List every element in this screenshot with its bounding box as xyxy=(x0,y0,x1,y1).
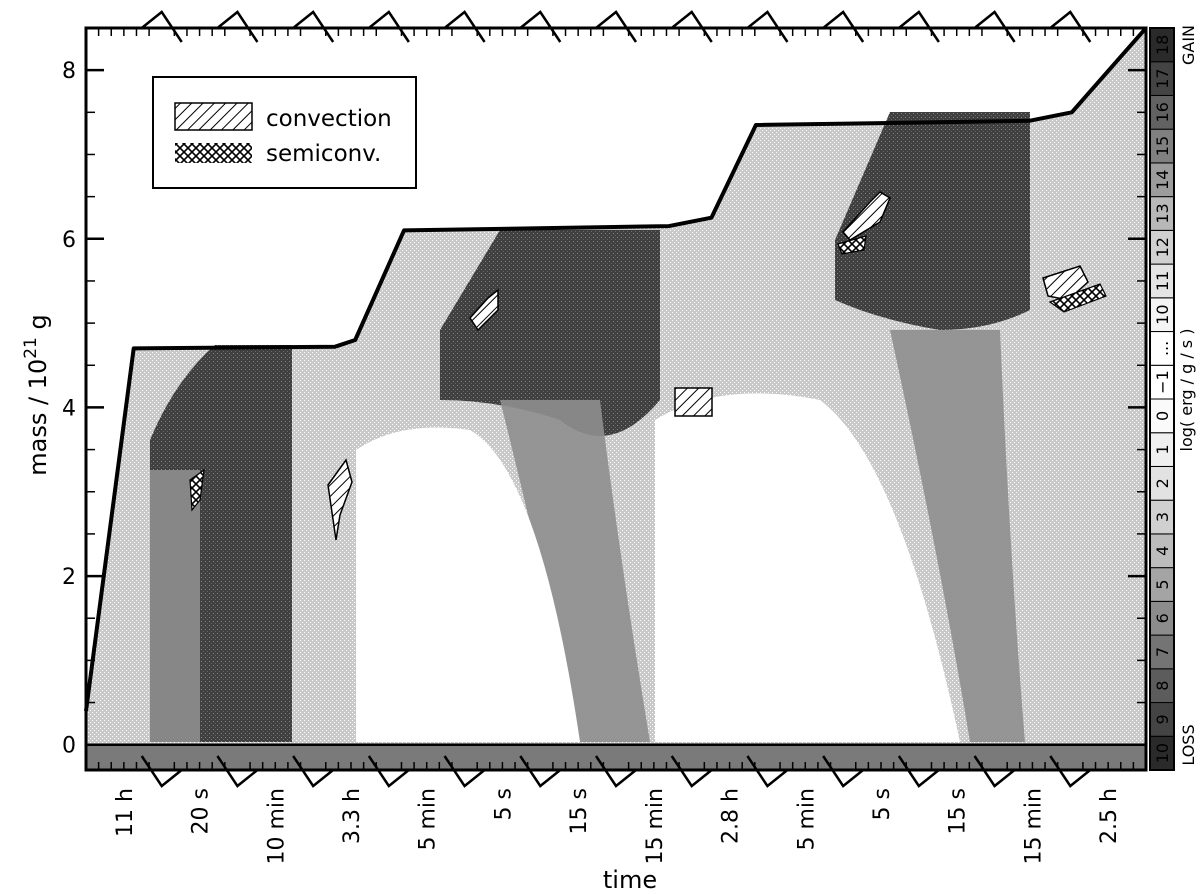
heatmap-cool-region xyxy=(655,393,960,742)
convection-zones xyxy=(189,191,1107,541)
colorbar-level-label: 7 xyxy=(1153,647,1172,657)
legend: convection semiconv. xyxy=(152,76,417,189)
colorbar-level-label: 17 xyxy=(1153,68,1172,88)
convection-zone xyxy=(674,387,713,417)
x-axis-segment-labels: 11 h 20 s 10 min 3.3 h 5 min 5 s 15 s 15 min 2.8… xyxy=(113,788,1122,864)
colorbar-frame xyxy=(1149,27,1175,771)
heatmap-cool-region xyxy=(356,427,580,742)
heatmap-plume xyxy=(500,400,650,742)
colorbar-level-label: 11 xyxy=(1153,271,1172,291)
convection-zone xyxy=(327,458,353,541)
colorbar-level-label: 0 xyxy=(1153,411,1172,421)
colorbar-level-label: 5 xyxy=(1153,579,1172,589)
colorbar-level-label: 14 xyxy=(1153,170,1172,190)
y-tick-label: 0 xyxy=(62,734,76,759)
heatmap-plume xyxy=(890,330,1025,742)
x-segment-label: 15 min xyxy=(643,788,668,864)
colorbar-level-label: −1 xyxy=(1153,370,1172,394)
y-tick-label: 4 xyxy=(62,396,76,421)
semiconvection-zone xyxy=(837,235,867,255)
colorbar-level-label: 18 xyxy=(1153,35,1172,55)
colorbar-level-label: 2 xyxy=(1153,478,1172,488)
x-segment-label: 3.3 h xyxy=(340,788,365,844)
y-tick-label: 6 xyxy=(62,228,76,253)
y-tick-label: 8 xyxy=(62,59,76,84)
x-segment-label: 5 s xyxy=(870,788,895,820)
legend-box xyxy=(152,76,417,189)
colorbar-cell xyxy=(1149,398,1175,434)
x-segment-label: 5 min xyxy=(416,788,441,850)
colorbar-level-label: 3 xyxy=(1153,512,1172,522)
heatmap-burst-region xyxy=(440,230,660,436)
colorbar-bottom-label: LOSS xyxy=(1179,724,1198,765)
x-axis-title: time xyxy=(603,866,657,894)
x-segment-label: 11 h xyxy=(113,788,138,837)
x-segment-label: 2.8 h xyxy=(719,788,744,844)
heatmap-plume xyxy=(150,470,200,742)
legend-label-convection: convection xyxy=(266,106,392,132)
x-segment-label: 10 min xyxy=(264,788,289,864)
convection-zone xyxy=(469,288,499,332)
colorbar-cell xyxy=(1149,465,1175,501)
x-segment-label: 5 min xyxy=(794,788,819,850)
colorbar-cell xyxy=(1149,61,1175,96)
colorbar-title: log( erg / g / s ) xyxy=(1177,329,1196,452)
colorbar-level-label: 10 xyxy=(1153,743,1172,763)
colorbar-level-label: 1 xyxy=(1153,444,1172,454)
x-segment-label: 15 s xyxy=(567,788,592,834)
x-segment-label: 5 s xyxy=(491,788,516,820)
colorbar-cell xyxy=(1149,196,1175,231)
legend-swatch-convection xyxy=(174,102,253,131)
colorbar-cell xyxy=(1149,229,1175,265)
y-axis-title: mass / 1021 g xyxy=(21,314,52,476)
x-segment-label: 15 s xyxy=(946,788,971,834)
colorbar-level-label: 16 xyxy=(1153,102,1172,122)
surface-mass-line xyxy=(84,26,1148,712)
colorbar-level-label: 12 xyxy=(1153,237,1172,257)
legend-label-semiconvection: semiconv. xyxy=(266,141,381,167)
colorbar-cell xyxy=(1149,432,1175,467)
colorbar-level-label: 10 xyxy=(1153,305,1172,325)
heatmap-burst-region xyxy=(835,112,1030,330)
y-axis-tick-labels: 0 2 4 6 8 xyxy=(62,59,76,759)
x-segment-label: 20 s xyxy=(189,788,214,834)
y-tick-label: 2 xyxy=(62,565,76,590)
x-segment-label: 2.5 h xyxy=(1097,788,1122,844)
legend-swatch-semiconvection xyxy=(175,143,252,163)
plot-frame xyxy=(84,26,1148,772)
time-segment-breaks xyxy=(97,10,1135,788)
colorbar-cell xyxy=(1149,331,1175,366)
colorbar-level-label: 6 xyxy=(1153,613,1172,623)
semiconvection-zone xyxy=(189,468,205,512)
convection-zone xyxy=(1042,265,1089,301)
colorbar-level-label: 13 xyxy=(1153,203,1172,223)
colorbar-top-label: GAIN xyxy=(1179,25,1198,65)
x-segment-label: 15 min xyxy=(1021,788,1046,864)
semiconvection-zone xyxy=(1048,283,1107,313)
colorbar-level-label: 15 xyxy=(1153,136,1172,156)
y-axis-ticks xyxy=(86,68,1146,746)
colorbar-level-label: 8 xyxy=(1153,681,1172,691)
colorbar-level-label: 9 xyxy=(1153,714,1172,724)
colorbar-level-label: 4 xyxy=(1153,546,1172,556)
colorbar-level-label: ... xyxy=(1153,341,1172,356)
heatmap-loss-band xyxy=(86,744,1146,770)
